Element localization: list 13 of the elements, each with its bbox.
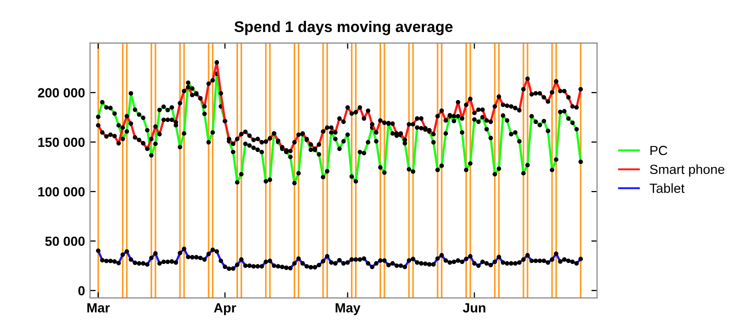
legend-label: Tablet <box>650 183 685 193</box>
legend-label: Smart phone <box>650 164 724 177</box>
x-tick-label: Jun <box>462 303 486 312</box>
x-tick-label: Apr <box>214 303 236 316</box>
y-tick-label: 100 000 <box>38 187 85 196</box>
x-tick-label: Mar <box>87 303 110 312</box>
y-tick-label: 0 <box>78 286 85 296</box>
y-tick-label: 200 000 <box>38 88 85 98</box>
legend-label: PC <box>650 146 668 156</box>
x-tick-label: May <box>336 303 360 316</box>
y-tick-label: 150 000 <box>38 138 85 147</box>
y-tick-label: 50 000 <box>45 236 85 246</box>
chart-title: Spend 1 days moving average <box>234 20 453 36</box>
